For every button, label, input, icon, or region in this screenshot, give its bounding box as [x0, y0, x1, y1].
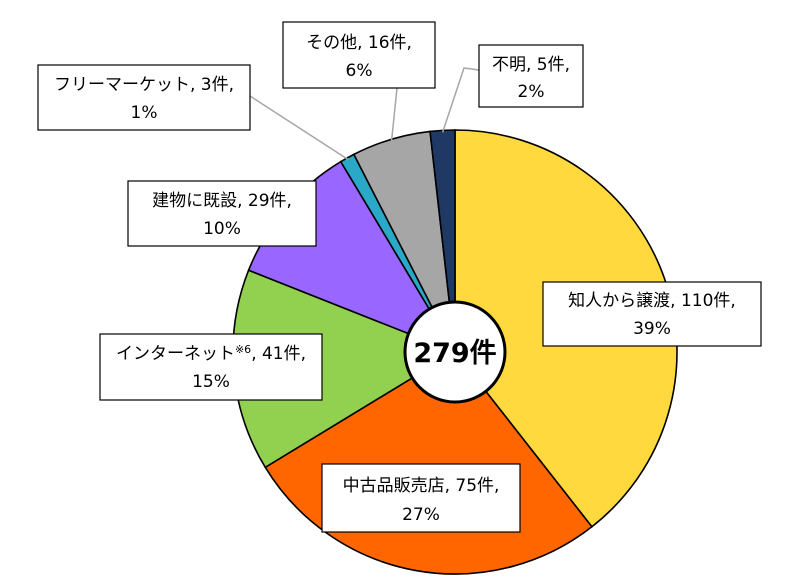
slice-label-line2: 15%: [192, 372, 230, 392]
slice-label-internet: インターネット※6, 41件, 15%: [99, 333, 323, 401]
slice-label-used-goods-shop: 中古品販売店, 75件, 27%: [321, 463, 521, 533]
slice-label-box: [37, 64, 251, 131]
leader-line-unknown: [441, 67, 480, 133]
slice-label-line1: 中古品販売店, 75件,: [343, 476, 500, 496]
slice-label-building-installed: 建物に既設, 29件, 10%: [127, 180, 317, 247]
center-circle: [403, 300, 507, 404]
slice-label-box: [478, 44, 584, 108]
slice-label-flea-market: フリーマーケット, 3件, 1%: [37, 64, 251, 131]
slice-label-unknown: 不明, 5件, 2%: [478, 44, 584, 108]
slice-label-line1: 建物に既設, 29件,: [152, 191, 292, 211]
slice-label-line1: 不明, 5件,: [492, 55, 570, 75]
slice-label-box: [99, 333, 323, 401]
leader-line-other: [390, 87, 398, 142]
slice-label-box: [127, 180, 317, 247]
slice-label-line2: 10%: [203, 219, 241, 239]
slice-label-acquaintance: 知人から譲渡, 110件, 39%: [542, 281, 762, 347]
slice-label-line2: 39%: [633, 319, 671, 339]
slice-label-line2: 27%: [402, 505, 440, 525]
slice-label-line1: その他, 16件,: [306, 33, 412, 53]
slice-label-line1-main: インターネット: [116, 344, 235, 364]
center-total-label: 279件: [413, 338, 496, 369]
slice-label-box: [542, 281, 762, 347]
slice-label-box: [321, 463, 521, 533]
slice-label-line1: インターネット※6, 41件,: [116, 343, 306, 364]
leader-line-flea-market: [249, 95, 349, 161]
slice-label-line1: フリーマーケット, 3件,: [54, 75, 234, 95]
slice-label-line2: 2%: [518, 82, 545, 102]
footnote-mark: ※6: [235, 343, 251, 356]
slice-label-other: その他, 16件, 6%: [282, 21, 436, 89]
slice-label-line2: 1%: [131, 103, 158, 123]
slice-label-box: [282, 21, 436, 89]
slice-label-line1: 知人から譲渡, 110件,: [568, 291, 736, 311]
slice-label-line2: 6%: [346, 61, 373, 81]
leader-lines: [249, 67, 480, 161]
slice-label-line1-rest: , 41件,: [251, 344, 306, 364]
